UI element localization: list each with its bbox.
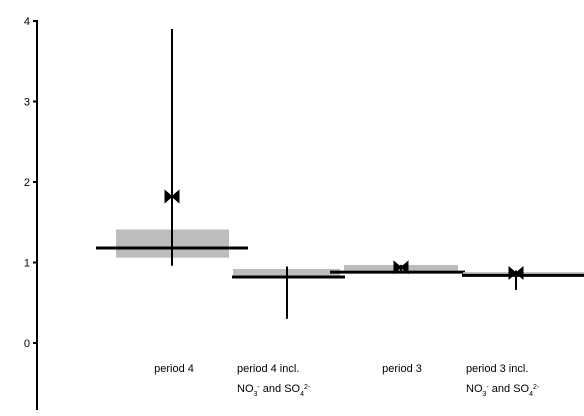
mean-marker-4 [508, 265, 524, 281]
category-label-2-line2: NO3- and SO42- [237, 383, 311, 398]
boxes-layer [96, 29, 584, 319]
category-label-4: period 3 incl. [466, 363, 528, 375]
y-tick-label-3: 3 [24, 97, 30, 109]
category-labels: period 4 period 4 incl. NO3- and SO42- p… [154, 363, 540, 398]
category-label-4-line2: NO3- and SO42- [466, 383, 540, 398]
y-tick-label-1: 1 [24, 258, 30, 270]
y-tick-label-4: 4 [24, 16, 30, 28]
y-tick-label-0: 0 [24, 338, 30, 350]
category-label-2: period 4 incl. [237, 363, 299, 375]
category-label-1: period 4 [154, 363, 194, 375]
y-tick-label-2: 2 [24, 177, 30, 189]
category-label-3: period 3 [382, 363, 422, 375]
mean-marker-3 [393, 260, 409, 275]
mean-marker-1 [164, 189, 180, 204]
y-axis: 0 1 2 3 4 [24, 16, 38, 410]
